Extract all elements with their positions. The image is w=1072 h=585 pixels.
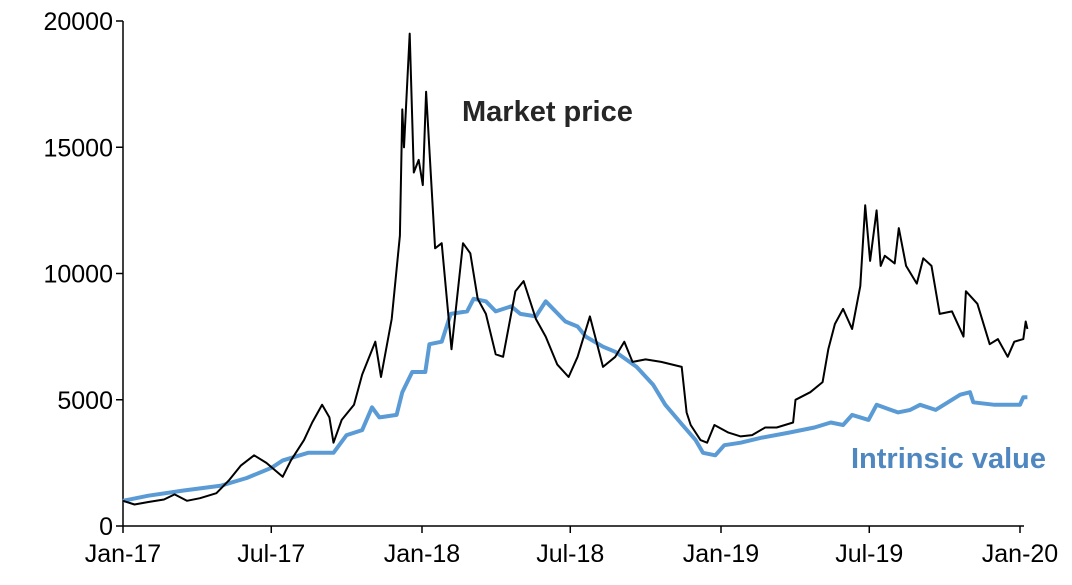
y-tick-label: 0 (99, 513, 113, 541)
series-line-market-price (122, 32, 1029, 506)
x-tick-label: Jan-19 (683, 540, 759, 568)
x-tick-label: Jan-20 (982, 540, 1058, 568)
x-tick-label: Jan-18 (384, 540, 460, 568)
y-axis: 0 5000 10000 15000 20000 (43, 8, 124, 541)
series-label-intrinsic-value: Intrinsic value (851, 443, 1046, 475)
y-tick-label: 5000 (57, 387, 113, 415)
x-axis: Jan-17 Jul-17 Jan-18 Jul-18 Jan-19 Jul-19 Jan-… (85, 525, 1058, 568)
y-tick-label: 20000 (43, 8, 113, 36)
x-tick-label: Jul-17 (237, 540, 305, 568)
y-tick-label: 10000 (43, 261, 113, 289)
series-line-intrinsic-value (122, 296, 1028, 503)
x-tick-label: Jan-17 (85, 540, 161, 568)
x-tick-label: Jul-18 (536, 540, 604, 568)
plot-area (122, 32, 1029, 506)
x-tick-label: Jul-19 (835, 540, 903, 568)
y-tick-label: 15000 (43, 134, 113, 162)
series-label-market-price: Market price (462, 96, 633, 128)
